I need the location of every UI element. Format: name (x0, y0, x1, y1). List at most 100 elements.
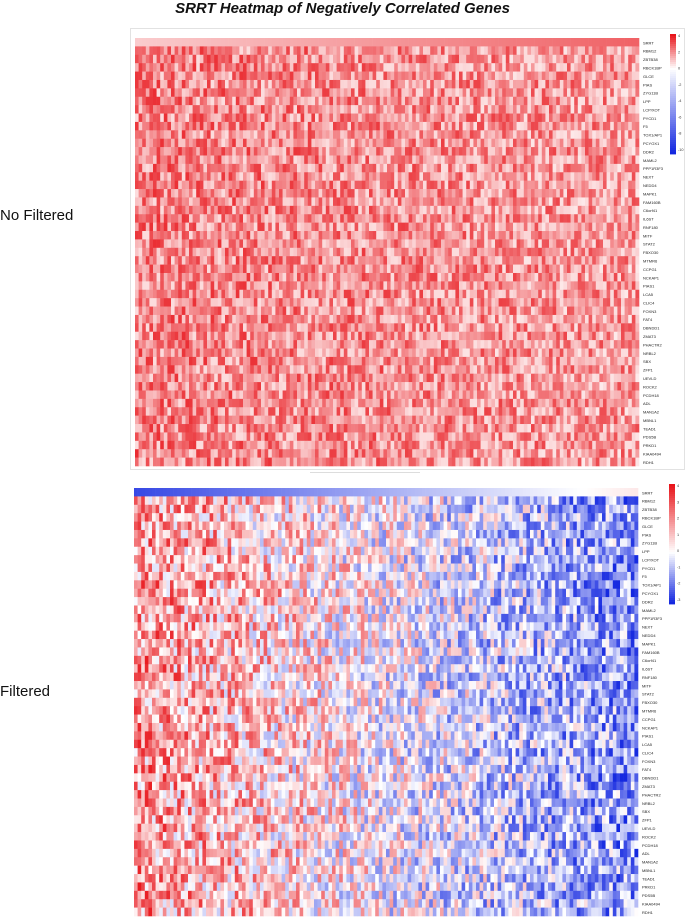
heatmap-cell (257, 71, 262, 81)
heatmap-cell (210, 197, 215, 207)
heatmap-cell (289, 105, 294, 114)
heatmap-cell (563, 163, 568, 173)
heatmap-cell (271, 239, 276, 249)
heatmap-cell (293, 264, 298, 274)
heatmap-cell (613, 256, 618, 265)
heatmap-cell (257, 222, 262, 232)
heatmap-cell (505, 314, 510, 324)
heatmap-cell (311, 323, 316, 333)
heatmap-cell (394, 155, 399, 165)
heatmap-cell (228, 214, 233, 223)
heatmap-cell (286, 113, 291, 123)
heatmap-cell (595, 272, 600, 282)
heatmap-cell (538, 272, 543, 282)
heatmap-cell (570, 46, 575, 56)
heatmap-cell (149, 214, 154, 223)
heatmap-cell (606, 180, 611, 190)
heatmap-cell (433, 63, 438, 72)
heatmap-cell (595, 239, 600, 249)
heatmap-cell (606, 88, 611, 98)
heatmap-cell (322, 298, 327, 307)
heatmap-cell (135, 121, 139, 131)
heatmap-cell (178, 180, 183, 190)
heatmap-cell (340, 163, 345, 173)
heatmap-cell (505, 155, 510, 165)
heatmap-cell (455, 306, 460, 316)
heatmap-cell (264, 138, 269, 148)
heatmap-cell (545, 214, 550, 223)
heatmap-cell (214, 88, 219, 98)
heatmap-cell (549, 130, 553, 139)
heatmap-cell (448, 38, 453, 47)
heatmap-cell (160, 306, 165, 316)
heatmap-cell (405, 197, 409, 207)
heatmap-cell (523, 96, 528, 106)
heatmap-cell (401, 205, 406, 215)
heatmap-cell (527, 197, 532, 207)
heatmap-cell (189, 155, 193, 165)
heatmap-cell (297, 239, 301, 249)
heatmap-cell (606, 231, 611, 240)
heatmap-cell (153, 306, 157, 316)
heatmap-cell (282, 222, 287, 232)
heatmap-cell (498, 105, 503, 114)
heatmap-cell (426, 121, 431, 131)
heatmap-cell (531, 214, 535, 223)
heatmap-cell (495, 205, 499, 215)
heatmap-cell (577, 306, 582, 316)
heatmap-cell (397, 281, 402, 291)
heatmap-cell (142, 71, 147, 81)
heatmap-cell (322, 205, 327, 215)
heatmap-cell (588, 38, 593, 47)
heatmap-cell (347, 264, 352, 274)
heatmap-cell (199, 79, 204, 89)
heatmap-cell (437, 306, 442, 316)
heatmap-cell (513, 46, 517, 56)
heatmap-cell (174, 298, 179, 307)
heatmap-cell (300, 130, 305, 139)
heatmap-cell (401, 79, 406, 89)
heatmap-cell (365, 54, 370, 64)
heatmap-cell (347, 189, 352, 198)
heatmap-cell (174, 247, 179, 257)
heatmap-cell (365, 323, 370, 333)
heatmap-row (135, 281, 640, 291)
heatmap-cell (401, 38, 406, 47)
heatmap-cell (588, 79, 593, 89)
heatmap-cell (178, 189, 183, 198)
heatmap-cell (149, 256, 154, 265)
heatmap-cell (617, 197, 622, 207)
heatmap-cell (250, 121, 255, 131)
heatmap-cell (279, 121, 283, 131)
heatmap-cell (581, 147, 586, 156)
heatmap-cell (250, 54, 255, 64)
heatmap-cell (585, 189, 589, 198)
heatmap-cell (610, 247, 615, 257)
heatmap-cell (613, 222, 618, 232)
heatmap-cell (541, 239, 546, 249)
heatmap-cell (451, 180, 456, 190)
heatmap-cell (459, 38, 463, 47)
heatmap-cell (354, 272, 359, 282)
heatmap-cell (426, 298, 431, 307)
heatmap-cell (624, 256, 629, 265)
heatmap-cell (347, 63, 352, 72)
heatmap-cell (304, 54, 309, 64)
heatmap-cell (289, 323, 294, 333)
heatmap-cell (354, 264, 359, 274)
heatmap-cell (340, 138, 345, 148)
heatmap-cell (271, 197, 276, 207)
heatmap-cell (153, 96, 157, 106)
heatmap-cell (340, 147, 345, 156)
heatmap-cell (448, 163, 453, 173)
heatmap-cell (563, 88, 568, 98)
heatmap-cell (354, 54, 359, 64)
heatmap-cell (217, 130, 222, 139)
heatmap-cell (595, 197, 600, 207)
heatmap-cell (138, 256, 143, 265)
heatmap-cell (307, 138, 312, 148)
heatmap-cell (448, 172, 453, 181)
heatmap-cell (441, 46, 445, 56)
heatmap-cell (516, 214, 521, 223)
heatmap-cell (570, 298, 575, 307)
